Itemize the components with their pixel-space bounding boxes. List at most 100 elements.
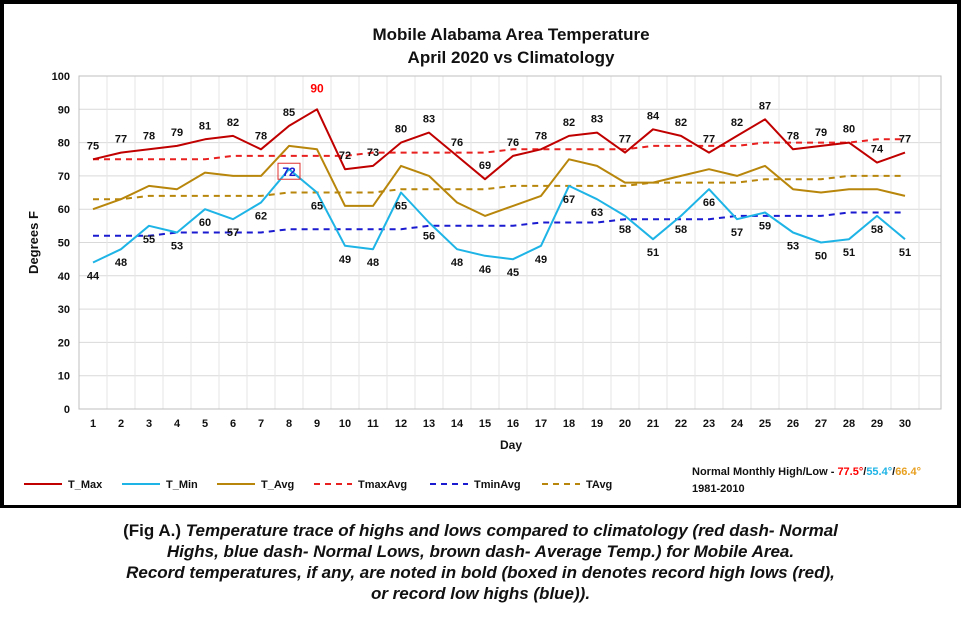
- data-label-t-max: 77: [619, 134, 631, 146]
- legend-label-tavg: TAvg: [586, 479, 612, 491]
- data-label-t-max: 82: [563, 117, 575, 129]
- data-label-t-max: 83: [591, 114, 603, 126]
- data-label-t-max: 75: [87, 140, 99, 152]
- series-line-t-max: [92, 108, 906, 181]
- x-tick-label: 10: [339, 418, 351, 430]
- data-label-t-min: 53: [787, 241, 799, 253]
- data-label-t-min: 63: [591, 207, 603, 219]
- data-label-t-min: 58: [675, 224, 687, 236]
- x-tick-label: 27: [815, 418, 827, 430]
- x-tick-label: 24: [731, 418, 744, 430]
- data-label-t-max: 69: [479, 160, 491, 172]
- normals-note-part-3: 55.4°: [866, 466, 892, 478]
- data-label-t-max: 81: [199, 120, 211, 132]
- data-label-t-max: 79: [815, 127, 827, 139]
- data-label-t-max: 78: [255, 130, 267, 142]
- y-tick-label: 30: [58, 304, 70, 316]
- y-tick-label: 60: [58, 204, 70, 216]
- chart-title: Mobile Alabama Area Temperature: [372, 25, 649, 44]
- caption-line-3: Record temperatures, if any, are noted i…: [126, 563, 835, 582]
- record-label: 90: [310, 81, 324, 95]
- normals-note-part-0: Normal Monthly High/Low -: [692, 466, 837, 478]
- data-label-t-min: 65: [395, 201, 407, 213]
- x-tick-label: 22: [675, 418, 687, 430]
- x-tick-label: 7: [258, 418, 264, 430]
- data-label-t-min: 57: [227, 227, 239, 239]
- series-line-tminavg: [93, 211, 905, 237]
- data-label-t-min: 58: [871, 224, 883, 236]
- data-label-t-max: 74: [871, 144, 884, 156]
- y-axis-label: Degrees F: [26, 211, 41, 274]
- data-label-t-max: 80: [843, 124, 855, 136]
- legend-label-t-max: T_Max: [68, 479, 103, 491]
- data-label-t-min: 48: [367, 257, 379, 269]
- data-label-t-min: 60: [199, 217, 211, 229]
- data-label-t-max: 85: [283, 107, 295, 119]
- x-tick-label: 18: [563, 418, 575, 430]
- data-label-t-max: 83: [423, 114, 435, 126]
- legend-label-t-min: T_Min: [166, 479, 198, 491]
- x-tick-label: 21: [647, 418, 659, 430]
- caption-line-1-text: Temperature trace of highs and lows comp…: [185, 521, 838, 540]
- y-tick-label: 100: [52, 71, 70, 83]
- data-label-t-min: 53: [171, 241, 183, 253]
- x-tick-label: 29: [871, 418, 883, 430]
- data-label-t-max: 78: [535, 130, 547, 142]
- x-tick-label: 26: [787, 418, 799, 430]
- x-tick-label: 13: [423, 418, 435, 430]
- data-label-t-max: 84: [647, 110, 660, 122]
- data-label-t-max: 77: [899, 134, 911, 146]
- series-line-tmaxavg: [93, 138, 905, 161]
- data-label-t-max: 87: [759, 100, 771, 112]
- data-label-t-min: 67: [563, 194, 575, 206]
- data-label-t-max: 72: [339, 150, 351, 162]
- y-tick-label: 90: [58, 104, 70, 116]
- data-label-t-max: 77: [703, 134, 715, 146]
- x-tick-label: 2: [118, 418, 124, 430]
- x-tick-label: 3: [146, 418, 152, 430]
- data-label-t-min: 50: [815, 251, 827, 263]
- x-tick-label: 14: [451, 418, 464, 430]
- data-label-t-min: 62: [255, 211, 267, 223]
- data-label-t-max: 73: [367, 147, 379, 159]
- y-tick-label: 20: [58, 337, 70, 349]
- x-tick-label: 12: [395, 418, 407, 430]
- data-label-t-max: 82: [731, 117, 743, 129]
- legend-label-t-avg: T_Avg: [261, 479, 294, 491]
- y-tick-label: 0: [64, 404, 70, 416]
- y-tick-label: 10: [58, 371, 70, 383]
- y-tick-label: 80: [58, 138, 70, 150]
- x-tick-label: 19: [591, 418, 603, 430]
- data-label-t-max: 76: [507, 137, 519, 149]
- x-tick-label: 30: [899, 418, 911, 430]
- x-tick-label: 17: [535, 418, 547, 430]
- plot-area: [78, 75, 942, 410]
- data-label-t-min: 44: [87, 270, 100, 282]
- legend-label-tmaxavg: TmaxAvg: [358, 479, 407, 491]
- y-tick-label: 50: [58, 238, 70, 250]
- data-label-t-min: 49: [535, 254, 547, 266]
- x-axis-label: Day: [500, 438, 522, 452]
- data-label-t-max: 80: [395, 124, 407, 136]
- normals-note-part-2: /: [863, 466, 866, 478]
- data-label-t-min: 65: [311, 201, 323, 213]
- data-label-t-min: 58: [619, 224, 631, 236]
- x-tick-label: 23: [703, 418, 715, 430]
- y-tick-label: 40: [58, 271, 70, 283]
- x-tick-label: 4: [174, 418, 181, 430]
- data-label-t-max: 78: [787, 130, 799, 142]
- data-label-t-max: 82: [675, 117, 687, 129]
- figure-caption: (Fig A.) Temperature trace of highs and …: [0, 508, 961, 617]
- data-label-t-max: 77: [115, 134, 127, 146]
- x-tick-label: 28: [843, 418, 855, 430]
- normals-note-part-5: 66.4°: [895, 466, 921, 478]
- normals-note-part-1: 77.5°: [837, 466, 863, 478]
- data-label-t-min: 48: [115, 257, 127, 269]
- data-label-t-min: 55: [143, 234, 155, 246]
- chart-panel: Mobile Alabama Area Temperature April 202…: [4, 4, 957, 505]
- x-tick-label: 8: [286, 418, 292, 430]
- x-tick-label: 25: [759, 418, 771, 430]
- temperature-line-chart: Mobile Alabama Area Temperature April 202…: [24, 25, 942, 495]
- data-label-t-min: 49: [339, 254, 351, 266]
- normals-period: 1981-2010: [692, 483, 745, 495]
